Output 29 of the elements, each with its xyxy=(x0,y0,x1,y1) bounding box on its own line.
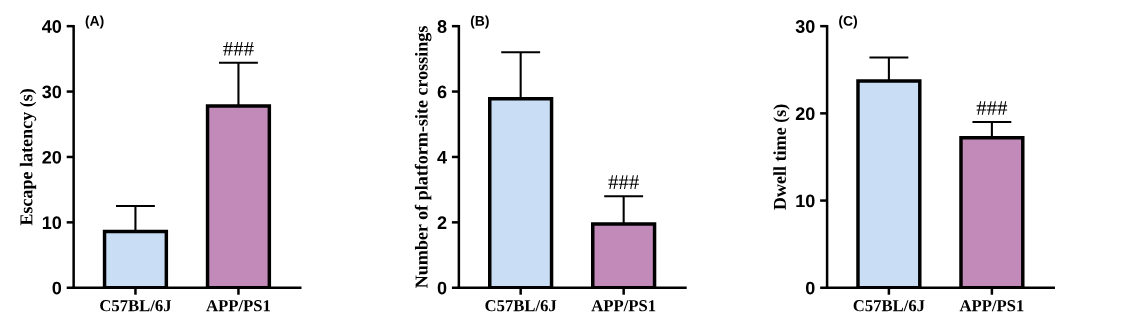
x-tick-label: APP/PS1 xyxy=(959,300,1024,312)
y-tick-label: 10 xyxy=(42,216,62,230)
y-tick-label: 0 xyxy=(437,281,447,295)
y-tick-label: 4 xyxy=(437,151,447,164)
x-tick-label: C57BL/6J xyxy=(485,300,557,312)
chart-title: (C) xyxy=(839,15,858,29)
y-axis-title: Escape latency (s) xyxy=(19,89,37,226)
y-axis-title: Number of platform-site crossings xyxy=(414,26,432,288)
y-tick-label: 40 xyxy=(42,20,62,33)
x-tick-label: APP/PS1 xyxy=(206,300,270,312)
y-tick-label: 8 xyxy=(437,20,447,33)
annotation: ### xyxy=(976,101,1008,115)
y-tick-label: 20 xyxy=(795,107,815,121)
y-tick-label: 10 xyxy=(796,194,815,208)
y-tick-label: 2 xyxy=(437,216,447,229)
chart-title: (B) xyxy=(470,15,489,29)
annotation: ### xyxy=(608,175,639,189)
x-tick-label: C57BL/6J xyxy=(100,300,172,312)
x-tick-label: APP/PS1 xyxy=(591,300,656,312)
x-tick-label: C57BL/6J xyxy=(853,300,925,312)
y-tick-label: 6 xyxy=(437,85,447,99)
annotation: ### xyxy=(223,41,254,56)
y-tick-label: 0 xyxy=(52,281,62,295)
y-tick-label: 30 xyxy=(795,20,815,33)
chart-title: (A) xyxy=(85,15,104,29)
y-axis-title: Dwell time (s) xyxy=(773,104,790,210)
y-tick-label: 30 xyxy=(42,85,62,99)
y-tick-label: 20 xyxy=(42,150,62,164)
y-tick-label: 0 xyxy=(805,281,815,295)
